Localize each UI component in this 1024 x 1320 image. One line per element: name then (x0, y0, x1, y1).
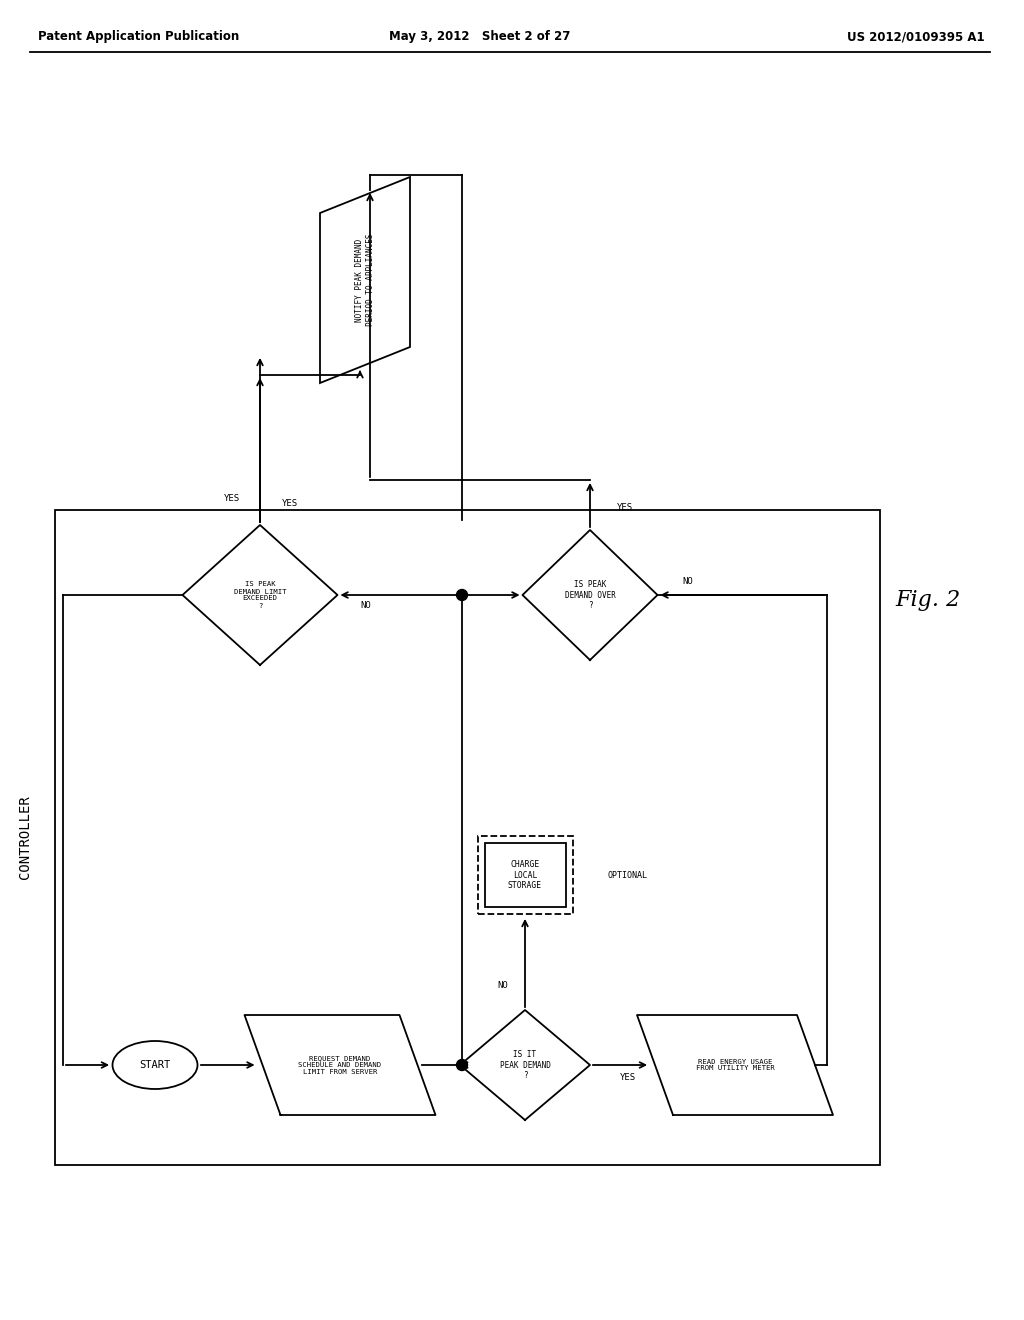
Text: REQUEST DEMAND
SCHEDULE AND DEMAND
LIMIT FROM SERVER: REQUEST DEMAND SCHEDULE AND DEMAND LIMIT… (298, 1055, 382, 1074)
Text: IS PEAK
DEMAND LIMIT
EXCEEDED
?: IS PEAK DEMAND LIMIT EXCEEDED ? (233, 582, 287, 609)
Text: READ ENERGY USAGE
FROM UTILITY METER: READ ENERGY USAGE FROM UTILITY METER (695, 1059, 774, 1072)
Text: YES: YES (282, 499, 298, 507)
Text: May 3, 2012   Sheet 2 of 27: May 3, 2012 Sheet 2 of 27 (389, 30, 570, 44)
Circle shape (457, 590, 468, 601)
Text: US 2012/0109395 A1: US 2012/0109395 A1 (848, 30, 985, 44)
Text: Patent Application Publication: Patent Application Publication (38, 30, 240, 44)
Circle shape (457, 1060, 468, 1071)
Text: OPTIONAL: OPTIONAL (607, 870, 647, 879)
Text: NO: NO (682, 578, 693, 586)
Text: YES: YES (224, 495, 240, 503)
Text: NO: NO (498, 981, 508, 990)
Text: START: START (139, 1060, 171, 1071)
Text: NO: NO (360, 601, 371, 610)
Text: IS IT
PEAK DEMAND
?: IS IT PEAK DEMAND ? (500, 1051, 551, 1080)
Text: NOTIFY PEAK DEMAND
PERIOD TO APPLIANCES: NOTIFY PEAK DEMAND PERIOD TO APPLIANCES (355, 234, 375, 326)
Text: Fig. 2: Fig. 2 (895, 589, 961, 611)
Text: YES: YES (616, 503, 633, 512)
Text: CHARGE
LOCAL
STORAGE: CHARGE LOCAL STORAGE (508, 861, 542, 890)
Bar (55, 510, 880, 1166)
Bar (477, 836, 572, 913)
Bar (484, 843, 565, 907)
Text: IS PEAK
DEMAND OVER
?: IS PEAK DEMAND OVER ? (564, 579, 615, 610)
Text: YES: YES (620, 1073, 636, 1082)
Text: CONTROLLER: CONTROLLER (18, 796, 32, 879)
